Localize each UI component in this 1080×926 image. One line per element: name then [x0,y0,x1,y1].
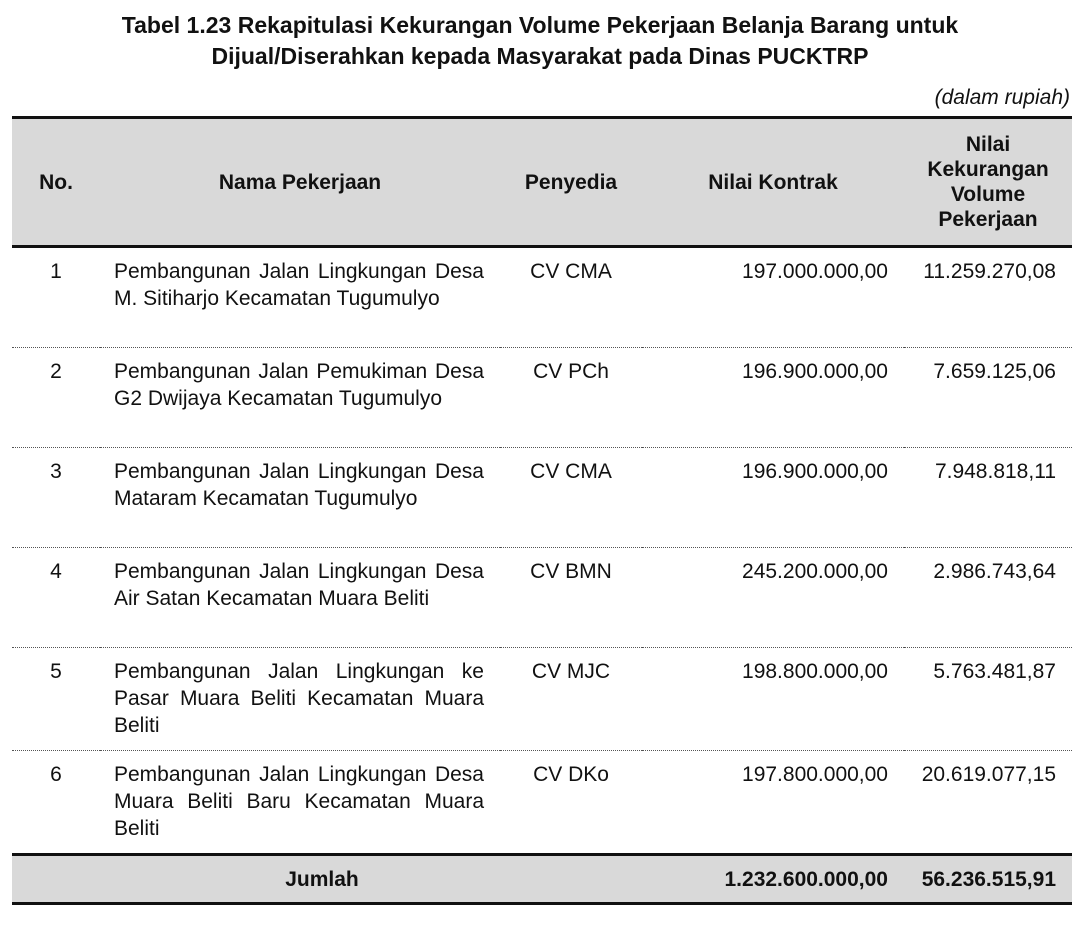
cell-name: Pembangunan Jalan Lingkungan ke Pasar Mu… [100,647,500,751]
cell-contract: 196.900.000,00 [642,447,904,548]
header-row: No. Nama Pekerjaan Penyedia Nilai Kontra… [12,116,1072,248]
header-contract: Nilai Kontrak [642,116,904,248]
cell-no: 3 [12,447,100,548]
cell-contract: 245.200.000,00 [642,547,904,648]
unit-note: (dalam rupiah) [934,86,1070,109]
table-row: 1 Pembangunan Jalan Lingkungan Desa M. Si… [12,246,1072,348]
cell-contract: 197.800.000,00 [742,763,888,786]
cell-contract: 198.800.000,00 [642,647,904,751]
cell-name: Pembangunan Jalan Pemukiman Desa G2 Dwij… [100,347,500,448]
total-shortfall: 56.236.515,91 [904,853,1072,905]
cell-shortfall: 7.659.125,06 [904,347,1072,448]
table-row: 4 Pembangunan Jalan Lingkungan Desa Air S… [12,547,1072,648]
recap-table: No. Nama Pekerjaan Penyedia Nilai Kontra… [12,116,1072,905]
cell-no: 5 [12,647,100,751]
cell-shortfall: 11.259.270,08 [904,246,1072,348]
header-provider: Penyedia [500,116,642,248]
cell-shortfall: 20.619.077,15 [921,763,1056,786]
cell-shortfall: 2.986.743,64 [904,547,1072,648]
cell-no: 4 [12,547,100,648]
title-line-1: Tabel 1.23 Rekapitulasi Kekurangan Volum… [121,12,959,38]
cell-contract: 197.000.000,00 [642,246,904,348]
total-row: Jumlah 1.232.600.000,00 56.236.515,91 [12,853,1072,905]
title-line-2: Dijual/Diserahkan kepada Masyarakat pada… [211,43,869,69]
cell-provider: CV DKo [533,763,609,786]
cell-name: Pembangunan Jalan Lingkungan Desa Muara … [114,763,484,840]
cell-provider: CV CMA [500,246,642,348]
cell-shortfall: 7.948.818,11 [904,447,1072,548]
cell-no: 6 [50,763,62,786]
cell-shortfall: 5.763.481,87 [904,647,1072,751]
cell-provider: CV BMN [500,547,642,648]
total-label: Jumlah [12,853,642,905]
table-row: 3 Pembangunan Jalan Lingkungan Desa Matar… [12,447,1072,548]
table-row: 6 Pembangunan Jalan Lingkungan Desa Muara… [12,751,1072,855]
header-name: Nama Pekerjaan [100,116,500,248]
cell-provider: CV CMA [500,447,642,548]
cell-provider: CV PCh [500,347,642,448]
header-shortfall: Nilai Kekurangan Volume Pekerjaan [904,116,1072,248]
cell-name: Pembangunan Jalan Lingkungan Desa M. Sit… [100,246,500,348]
cell-no: 2 [12,347,100,448]
table-row: 2 Pembangunan Jalan Pemukiman Desa G2 Dwi… [12,347,1072,448]
cell-contract: 196.900.000,00 [642,347,904,448]
table-row: 5 Pembangunan Jalan Lingkungan ke Pasar M… [12,647,1072,751]
header-no: No. [12,116,100,248]
cell-name: Pembangunan Jalan Lingkungan Desa Matara… [100,447,500,548]
cell-name: Pembangunan Jalan Lingkungan Desa Air Sa… [100,547,500,648]
cell-no: 1 [12,246,100,348]
cell-provider: CV MJC [500,647,642,751]
table-title: Tabel 1.23 Rekapitulasi Kekurangan Volum… [0,10,1080,72]
total-contract: 1.232.600.000,00 [642,853,904,905]
